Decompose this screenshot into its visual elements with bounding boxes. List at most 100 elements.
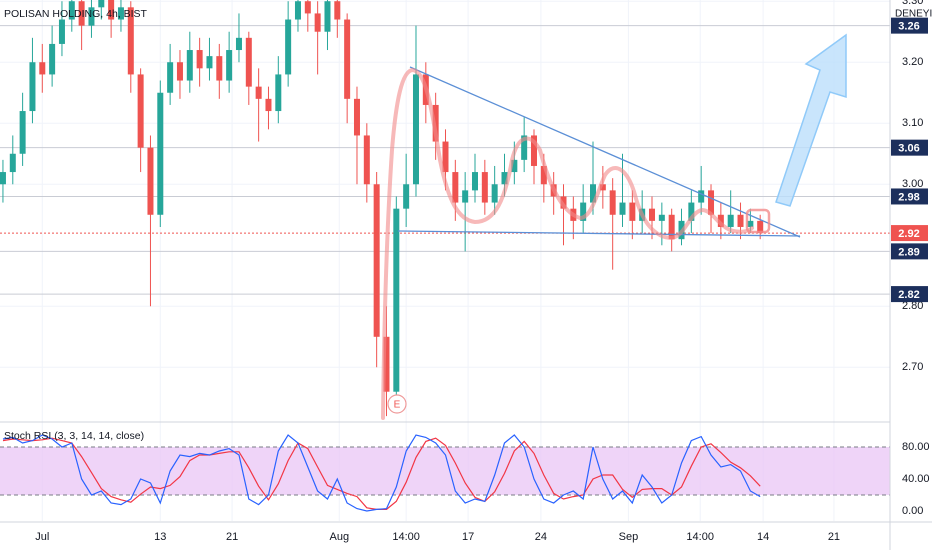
price-badge <box>891 139 928 156</box>
candle-body <box>137 74 144 148</box>
candle-body <box>393 208 400 392</box>
y-tick-label: 0.00 <box>902 505 923 517</box>
candle-body <box>49 43 56 75</box>
x-tick-label: 21 <box>828 531 840 543</box>
indicator-title: Stoch RSI (3, 3, 14, 14, close) <box>4 430 144 442</box>
candle-body <box>255 86 262 99</box>
candle-body <box>747 220 754 227</box>
candle-body <box>0 172 6 185</box>
x-tick-label: 14 <box>757 531 769 543</box>
event-label: E <box>394 400 401 411</box>
candle-body <box>314 13 321 32</box>
candle-body <box>275 74 282 112</box>
candle-body <box>708 190 715 215</box>
candle-body <box>19 111 26 154</box>
price-badge <box>891 286 928 303</box>
candle-body <box>491 184 498 203</box>
candle-body <box>403 184 410 209</box>
stoch-line <box>2 434 761 512</box>
candle-body <box>698 190 705 203</box>
support-line <box>397 230 801 237</box>
x-tick-label: Aug <box>329 531 349 543</box>
candle-body <box>245 37 252 87</box>
candle-body <box>186 50 193 81</box>
candle-body <box>462 190 469 203</box>
candle-body <box>412 74 419 185</box>
candle-body <box>9 153 16 173</box>
price-badge-label: 2.92 <box>898 228 919 240</box>
y-tick-label: 80.00 <box>902 441 930 453</box>
y-tick-label: 3.20 <box>902 56 923 68</box>
candle-body <box>39 62 46 75</box>
candle-body <box>452 172 459 203</box>
candle-body <box>117 7 124 20</box>
candle-body <box>442 141 449 173</box>
candle-body <box>757 220 764 234</box>
candle-body <box>658 214 665 221</box>
trend-line <box>409 66 801 238</box>
candle-body <box>688 202 695 221</box>
price-badge-label: 2.82 <box>898 289 919 301</box>
candle-body <box>98 0 105 8</box>
highlight-box <box>745 208 771 234</box>
candle-body <box>127 7 134 75</box>
candle-body <box>580 202 587 221</box>
candle-body <box>78 1 85 26</box>
candle-body <box>235 37 242 51</box>
forecast-arrow <box>775 33 847 207</box>
candle-body <box>29 62 36 112</box>
y-tick-label: 40.00 <box>902 473 930 485</box>
x-tick-label: 17 <box>462 531 474 543</box>
candle-body <box>383 336 390 392</box>
candle-body <box>334 1 341 20</box>
candle-body <box>668 214 675 240</box>
price-badge <box>891 188 928 205</box>
candle-body <box>590 184 597 203</box>
drawings: E <box>381 33 847 420</box>
y-tick-label: 3.00 <box>902 178 923 190</box>
price-badge-label: 3.26 <box>898 21 919 33</box>
candle-body <box>531 135 537 166</box>
candle-body <box>540 165 547 185</box>
candle-body <box>176 62 183 81</box>
candle-body <box>226 50 233 81</box>
symbol-title: POLISAN HOLDING, 4h, BIST <box>4 8 148 20</box>
candle-body <box>157 92 164 215</box>
candle-body <box>737 214 744 227</box>
y-tick-label: 2.80 <box>902 300 923 312</box>
candle-body <box>58 19 65 44</box>
price-badge <box>891 17 928 34</box>
candle-body <box>285 19 292 75</box>
candle-body <box>294 1 301 20</box>
price-badge <box>891 243 928 260</box>
candle-body <box>717 214 724 227</box>
candle-body <box>68 1 75 20</box>
candle-body <box>471 172 478 191</box>
candle-body <box>167 62 174 93</box>
price-badge-label: 2.98 <box>898 191 919 203</box>
candle-body <box>511 159 518 173</box>
y-tick-label: 3.10 <box>902 117 923 129</box>
candle-body <box>216 56 223 81</box>
corner-text: DENEYIN <box>895 9 932 20</box>
event-marker <box>387 394 407 414</box>
candle-body <box>501 172 508 185</box>
candle-body <box>599 184 606 191</box>
candle-body <box>88 7 95 26</box>
candle-body <box>265 98 272 112</box>
x-tick-label: 13 <box>154 531 166 543</box>
candle-body <box>521 135 528 160</box>
candle-body <box>147 147 154 215</box>
y-tick-label: 3.30 <box>902 0 923 7</box>
candle-body <box>373 184 380 337</box>
x-tick-label: Jul <box>35 531 49 543</box>
candle-body <box>324 1 331 32</box>
candle-body <box>363 135 370 185</box>
candle-body <box>108 0 115 20</box>
candle-body <box>196 50 203 69</box>
y-tick-label: 2.70 <box>902 361 923 373</box>
candle-body <box>609 190 616 215</box>
price-badge-label: 3.06 <box>898 143 919 155</box>
x-tick-label: 24 <box>535 531 547 543</box>
